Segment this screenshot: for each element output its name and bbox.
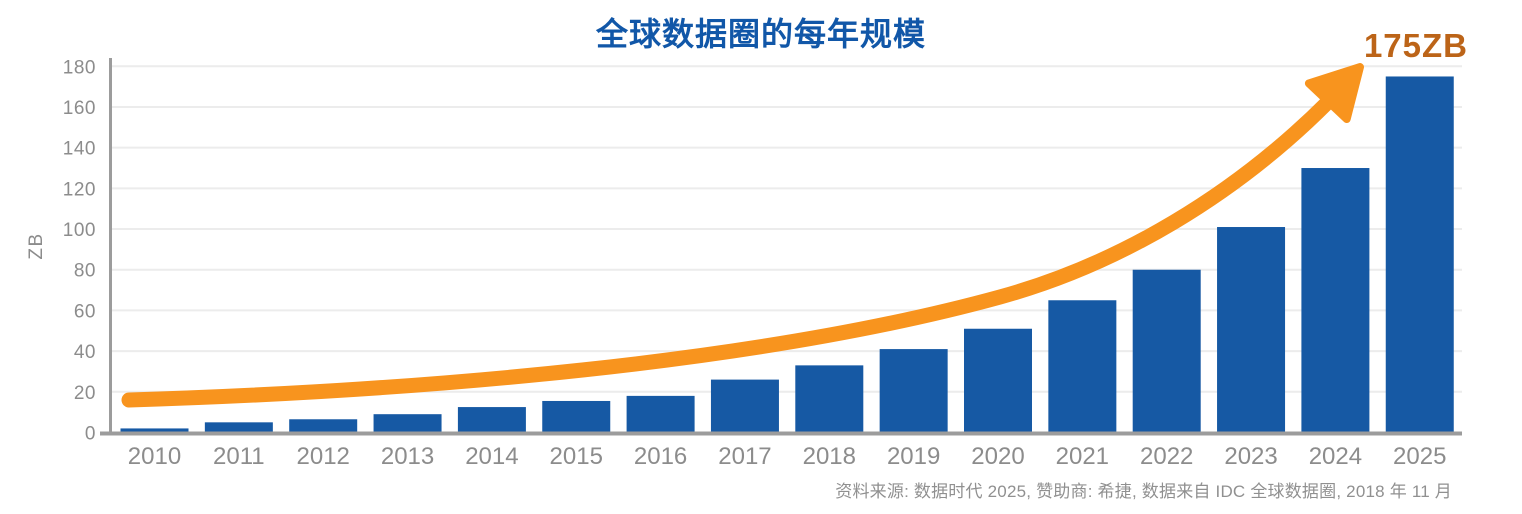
- trend-arrowhead-icon: [1304, 63, 1364, 123]
- y-tick-label: 40: [74, 342, 96, 363]
- y-tick-label: 180: [63, 57, 96, 78]
- bar-2022: [1132, 269, 1201, 433]
- y-tick-label: 160: [63, 98, 96, 119]
- y-axis-title: ZB: [26, 232, 47, 259]
- bar-2010: [120, 428, 189, 433]
- bar-2019: [879, 349, 948, 433]
- y-tick-label: 80: [74, 261, 96, 282]
- y-tick-label: 0: [85, 424, 96, 445]
- x-tick-label: 2019: [887, 443, 940, 470]
- x-tick-label: 2024: [1309, 443, 1362, 470]
- trend-curve: [121, 94, 1336, 408]
- y-tick-label: 120: [63, 179, 96, 200]
- bar-2016: [626, 395, 695, 433]
- x-tick-label: 2015: [550, 443, 603, 470]
- chart-title: 全球数据圈的每年规模: [595, 16, 926, 52]
- x-tick-label: 2020: [971, 443, 1024, 470]
- x-tick-label: 2010: [128, 443, 181, 470]
- x-tick-label: 2012: [297, 443, 350, 470]
- bar-2011: [204, 422, 273, 433]
- x-tick-label: 2017: [718, 443, 771, 470]
- bar-2015: [542, 400, 611, 433]
- bar-2021: [1048, 300, 1117, 433]
- x-tick-label: 2011: [213, 443, 265, 470]
- bar-2024: [1301, 168, 1370, 433]
- x-tick-label: 2021: [1056, 443, 1109, 470]
- y-tick-label: 140: [63, 139, 96, 160]
- peak-value-label: 175ZB: [1363, 27, 1468, 64]
- bar-2023: [1217, 227, 1286, 433]
- x-tick-label: 2018: [803, 443, 856, 470]
- x-tick-label: 2016: [634, 443, 687, 470]
- y-tick-label: 20: [74, 383, 96, 404]
- bar-2012: [289, 419, 358, 433]
- x-tick-label: 2014: [465, 443, 518, 470]
- source-note: 资料来源: 数据时代 2025, 赞助商: 希捷, 数据来自 IDC 全球数据圈…: [835, 482, 1452, 501]
- bar-2017: [710, 379, 779, 433]
- y-tick-label: 100: [63, 220, 96, 241]
- bar-2020: [964, 328, 1032, 433]
- bar-2014: [457, 407, 526, 433]
- bar-2018: [795, 365, 864, 433]
- x-tick-label: 2023: [1224, 443, 1277, 470]
- x-tick-label: 2013: [381, 443, 434, 470]
- x-tick-label: 2022: [1140, 443, 1193, 470]
- x-tick-label: 2025: [1393, 443, 1446, 470]
- y-tick-label: 60: [74, 301, 96, 322]
- bar-2013: [373, 414, 442, 433]
- bar-2025: [1385, 76, 1454, 433]
